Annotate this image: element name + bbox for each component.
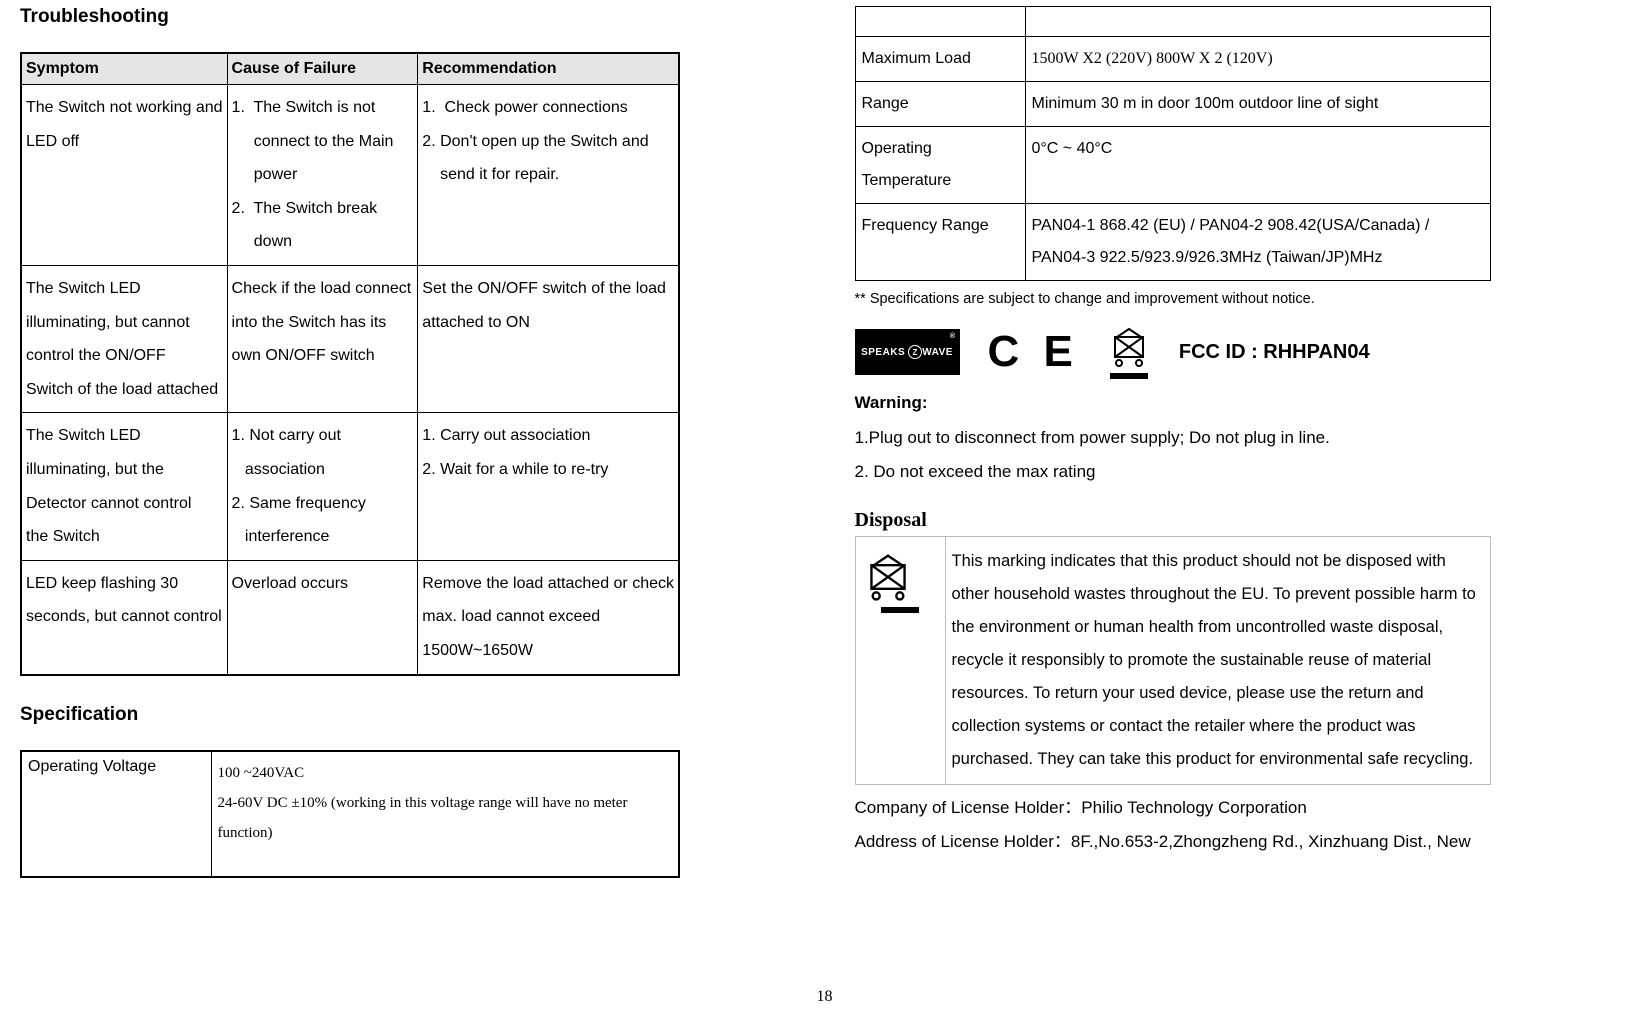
table-row: Frequency RangePAN04-1 868.42 (EU) / PAN… [855,204,1490,281]
cell-symptom: The Switch LED illuminating, but cannot … [21,265,227,412]
blank-row [855,7,1490,37]
cell-symptom: LED keep flashing 30 seconds, but cannot… [21,560,227,674]
heading-troubleshooting: Troubleshooting [20,6,795,28]
disposal-heading: Disposal [855,509,1630,532]
weee-icon [1107,325,1151,379]
heading-specification: Specification [20,704,795,726]
license-block: Company of License Holder：Philio Technol… [855,791,1630,859]
spec-right-table: Maximum Load1500W X2 (220V) 800W X 2 (12… [855,6,1491,281]
disposal-table: This marking indicates that this product… [855,536,1491,785]
table-row: This marking indicates that this product… [855,537,1490,785]
license-company: Company of License Holder：Philio Technol… [855,791,1630,825]
table-row: RangeMinimum 30 m in door 100m outdoor l… [855,82,1490,127]
th-symptom: Symptom [21,53,227,85]
cell-rec: Remove the load attached or check max. l… [418,560,679,674]
th-cause: Cause of Failure [227,53,418,85]
spec-label: Maximum Load [855,37,1025,82]
cell-cause: 1. The Switch is not connect to the Main… [227,85,418,266]
spec-left-value-line1: 100 ~240VAC [218,758,673,788]
table-row: The Switch LED illuminating, but the Det… [21,413,679,560]
spec-value: 1500W X2 (220V) 800W X 2 (120V) [1025,37,1490,82]
page-number: 18 [0,988,1649,1006]
cell-symptom: The Switch LED illuminating, but the Det… [21,413,227,560]
right-column: Maximum Load1500W X2 (220V) 800W X 2 (12… [855,0,1630,878]
cell-cause: Overload occurs [227,560,418,674]
disposal-text: This marking indicates that this product… [945,537,1490,785]
cell-symptom: The Switch not working and LED off [21,85,227,266]
table-header-row: Symptom Cause of Failure Recommendation [21,53,679,85]
weee-icon [862,551,939,613]
page-container: Troubleshooting Symptom Cause of Failure… [0,0,1649,878]
warning-line-2: 2. Do not exceed the max rating [855,455,1630,489]
table-row: The Switch not working and LED off1. The… [21,85,679,266]
left-column: Troubleshooting Symptom Cause of Failure… [20,0,795,878]
spec-value: Minimum 30 m in door 100m outdoor line o… [1025,82,1490,127]
weee-bar-icon [881,607,919,613]
warning-heading: Warning: [855,393,1630,413]
cell-cause: 1. Not carry out association 2. Same fre… [227,413,418,560]
spec-label: Frequency Range [855,204,1025,281]
cell-rec: Set the ON/OFF switch of the load attach… [418,265,679,412]
cell-rec: 1. Check power connections 2. Don't open… [418,85,679,266]
spec-value: 0°C ~ 40°C [1025,127,1490,204]
troubleshooting-table: Symptom Cause of Failure Recommendation … [20,52,680,676]
warning-line-1: 1.Plug out to disconnect from power supp… [855,421,1630,455]
license-address: Address of License Holder：8F.,No.653-2,Z… [855,825,1630,859]
ce-mark-icon: C E [988,327,1079,377]
th-recommendation: Recommendation [418,53,679,85]
spec-left-value: 100 ~240VAC 24-60V DC ±10% (working in t… [211,751,679,877]
table-row: Operating Voltage 100 ~240VAC 24-60V DC … [21,751,679,877]
spec-value: PAN04-1 868.42 (EU) / PAN04-2 908.42(USA… [1025,204,1490,281]
warning-body: 1.Plug out to disconnect from power supp… [855,421,1630,489]
certification-row: SPEAKS Z WAVE ® C E [855,325,1630,379]
cell-rec: 1. Carry out association 2. Wait for a w… [418,413,679,560]
disposal-icon-cell [855,537,945,785]
table-row: Maximum Load1500W X2 (220V) 800W X 2 (12… [855,37,1490,82]
spec-left-table: Operating Voltage 100 ~240VAC 24-60V DC … [20,750,680,878]
table-row: LED keep flashing 30 seconds, but cannot… [21,560,679,674]
zwave-circle-icon: Z [908,345,922,359]
spec-left-value-line2: 24-60V DC ±10% (working in this voltage … [218,788,673,848]
zwave-badge-icon: SPEAKS Z WAVE ® [855,329,960,375]
table-row: The Switch LED illuminating, but cannot … [21,265,679,412]
cell-cause: Check if the load connect into the Switc… [227,265,418,412]
fcc-id-label: FCC ID : RHHPAN04 [1179,341,1370,364]
weee-bar-icon [1110,373,1148,379]
registered-icon: ® [950,333,956,340]
spec-label: Range [855,82,1025,127]
spec-label: Operating Temperature [855,127,1025,204]
spec-footnote: ** Specifications are subject to change … [855,291,1630,307]
zwave-suffix: WAVE [922,347,953,358]
spec-left-label: Operating Voltage [21,751,211,877]
table-row: Operating Temperature0°C ~ 40°C [855,127,1490,204]
zwave-text: SPEAKS [861,347,905,358]
